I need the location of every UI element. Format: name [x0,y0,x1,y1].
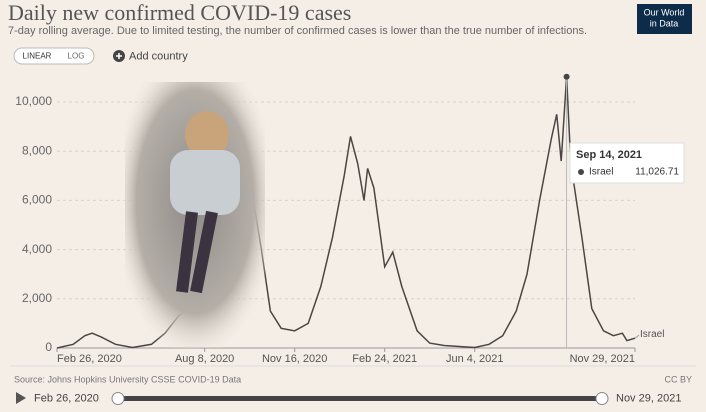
license: CC BY [664,374,692,384]
photo [125,82,265,348]
y-tick-label: 6,000 [22,193,52,207]
tooltip-swatch [578,169,584,175]
logo-text: Our World [644,7,685,17]
scale-button[interactable]: LOG [68,52,85,61]
add-icon-plus [116,53,122,59]
x-tick-label: Nov 29, 2021 [570,353,635,365]
timeline-end: Nov 29, 2021 [616,392,681,404]
x-tick-label: Feb 24, 2021 [352,353,417,365]
x-tick-label: Nov 16, 2020 [262,353,327,365]
source: Source: Johns Hopkins University CSSE CO… [14,374,241,384]
chart-subtitle: 7-day rolling average. Due to limited te… [8,25,587,37]
timeline-start: Feb 26, 2020 [34,392,99,404]
y-tick-label: 0 [45,340,52,354]
scale-button[interactable]: LINEAR [23,52,52,61]
y-tick-label: 10,000 [15,94,52,108]
y-tick-label: 4,000 [22,242,52,256]
photo-shirt [170,150,240,215]
logo[interactable] [637,4,692,34]
chart-title: Daily new confirmed COVID-19 cases [8,0,351,25]
timeline-handle[interactable] [111,392,125,405]
tooltip-value: 11,026.71 [635,167,679,178]
plot: 0 2,000 4,000 6,000 8,000 10,000 Feb 26, 2020 A… [15,73,685,365]
y-tick-label: 2,000 [22,291,52,305]
play-button[interactable] [16,392,26,404]
y-tick-label: 8,000 [22,143,52,157]
scale-toggle[interactable] [13,47,95,65]
photo-head [185,111,229,159]
tooltip-box [569,142,685,184]
tooltip-name: Israel [589,167,613,178]
tooltip-title: Sep 14, 2021 [576,149,642,161]
logo-text: in Data [650,18,679,28]
series-label: Israel [640,329,664,340]
x-tick-label: Jun 4, 2021 [446,353,504,365]
label-connector [634,334,640,339]
timeline-track [118,396,602,401]
timeline-handle[interactable] [595,392,609,405]
hover-point [563,73,570,80]
add-country[interactable]: Add country [129,50,188,62]
x-tick-label: Aug 8, 2020 [175,353,234,365]
x-tick-label: Feb 26, 2020 [57,353,122,365]
photo-legs [176,210,218,294]
